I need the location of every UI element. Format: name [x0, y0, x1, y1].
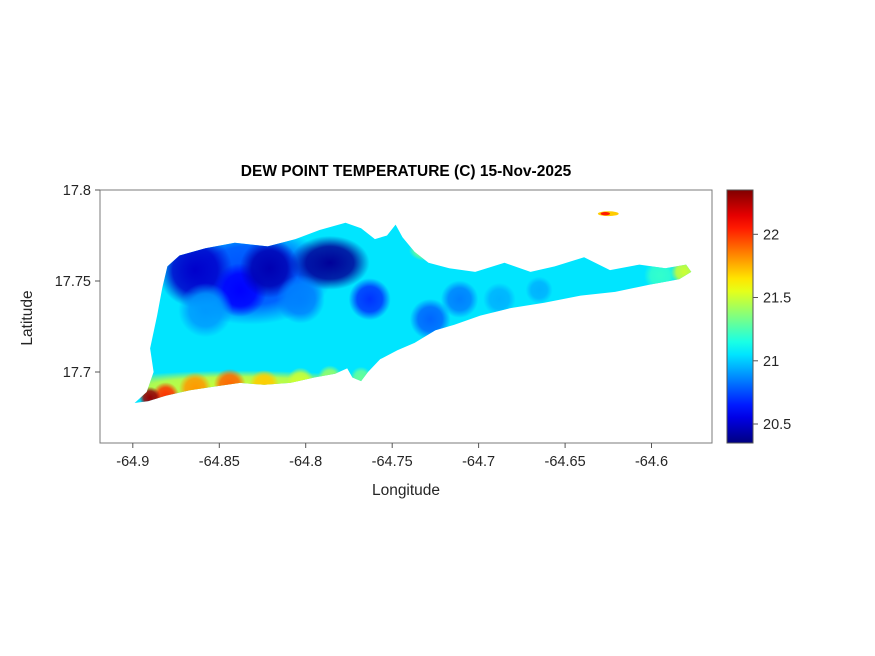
contour-blob: [139, 386, 161, 403]
y-tick-label: 17.8: [63, 183, 91, 199]
x-tick-label: -64.75: [372, 454, 413, 470]
y-tick-label: 17.7: [63, 365, 91, 381]
axes-box: [99, 189, 713, 444]
contour-blob: [440, 280, 479, 318]
islet-core: [600, 212, 610, 216]
contour-blob: [179, 372, 212, 403]
x-tick-label: -64.65: [545, 454, 586, 470]
colorbar: [726, 189, 754, 444]
x-tick-label: -64.7: [462, 454, 495, 470]
x-tick-label: -64.9: [116, 454, 149, 470]
contour-blob: [408, 239, 442, 261]
colorbar-tick-label: 22: [763, 227, 779, 243]
contour-blob: [249, 369, 280, 400]
x-tick-label: -64.85: [199, 454, 240, 470]
contour-blob: [213, 368, 246, 401]
colorbar-tick-label: 21: [763, 354, 779, 370]
island-surface: [134, 222, 692, 403]
x-tick-label: -64.6: [635, 454, 668, 470]
contour-blob: [317, 365, 342, 390]
chart-title: DEW POINT TEMPERATURE (C) 15-Nov-2025: [240, 163, 572, 180]
contour-blob: [350, 366, 372, 389]
x-axis-label: Longitude: [371, 482, 441, 499]
contour-blob: [348, 278, 391, 321]
y-tick-label: 17.75: [55, 274, 91, 290]
contour-blob: [525, 276, 553, 304]
contour-blob: [276, 274, 325, 324]
contour-blob: [178, 283, 233, 338]
contour-blob: [670, 258, 692, 286]
contour-blob: [483, 282, 516, 316]
y-axis-label: Latitude: [19, 290, 36, 346]
colorbar-tick-label: 21.5: [763, 291, 791, 307]
x-tick-label: -64.8: [289, 454, 322, 470]
contour-blob: [287, 367, 314, 395]
colorbar-tick-label: 20.5: [763, 417, 791, 433]
contour-blob: [290, 235, 370, 290]
